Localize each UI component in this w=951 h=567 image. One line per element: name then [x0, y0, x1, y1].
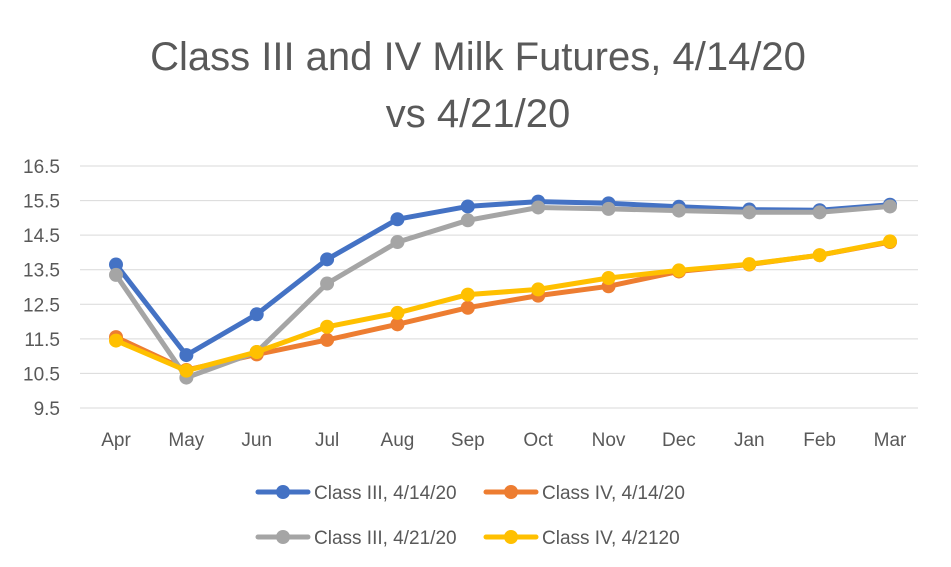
legend-label: Class IV, 4/2120 — [542, 528, 680, 549]
series-4 — [109, 234, 897, 378]
y-tick-label: 9.5 — [34, 399, 60, 420]
y-tick-label: 14.5 — [23, 226, 60, 247]
data-point — [812, 248, 827, 263]
x-tick-label: Feb — [803, 430, 836, 451]
data-point — [179, 363, 194, 378]
legend-label: Class IV, 4/14/20 — [542, 483, 685, 504]
data-point — [320, 252, 335, 267]
data-point — [812, 205, 827, 220]
chart-title-line-1: Class III and IV Milk Futures, 4/14/20 — [150, 35, 806, 79]
data-point — [390, 212, 405, 227]
data-point — [249, 344, 264, 359]
series-1 — [109, 194, 897, 363]
data-point — [883, 199, 897, 214]
x-tick-label: Sep — [451, 430, 485, 451]
series-line — [113, 199, 893, 358]
data-point — [531, 200, 546, 215]
data-point — [460, 300, 475, 315]
y-tick-label: 11.5 — [24, 330, 60, 351]
chart-title-line-2: vs 4/21/20 — [386, 92, 571, 136]
x-tick-label: Jan — [734, 430, 765, 451]
legend-marker — [276, 530, 290, 544]
legend: Class III, 4/14/20 Class IV, 4/14/20 Class… — [255, 483, 685, 549]
legend-label: Class III, 4/14/20 — [314, 483, 457, 504]
data-point — [531, 282, 546, 297]
y-axis-tick-labels: 9.5 10.5 11.5 12.5 13.5 14.5 15.5 16.5 — [23, 157, 60, 420]
data-point — [179, 348, 194, 363]
series-line — [113, 238, 893, 374]
x-tick-label: Mar — [874, 430, 907, 451]
data-series — [109, 194, 897, 385]
legend-item: Class III, 4/14/20 — [255, 483, 457, 504]
x-tick-label: Jul — [315, 430, 339, 451]
data-point — [390, 317, 405, 332]
x-tick-label: Aug — [381, 430, 415, 451]
data-point — [320, 319, 335, 334]
y-tick-label: 13.5 — [23, 261, 60, 282]
x-tick-label: Nov — [592, 430, 626, 451]
data-point — [460, 213, 475, 228]
legend-item: Class III, 4/21/20 — [255, 528, 457, 549]
data-point — [460, 287, 475, 302]
data-point — [109, 333, 123, 348]
series-2 — [109, 235, 897, 377]
data-point — [109, 267, 123, 282]
data-point — [671, 263, 686, 278]
y-tick-label: 16.5 — [23, 157, 60, 178]
legend-marker — [504, 530, 518, 544]
x-tick-label: Dec — [662, 430, 696, 451]
data-point — [601, 271, 616, 286]
data-point — [883, 234, 897, 249]
data-point — [671, 203, 686, 218]
legend-marker — [504, 485, 518, 499]
data-point — [390, 305, 405, 320]
y-tick-label: 12.5 — [23, 295, 60, 316]
legend-item: Class IV, 4/14/20 — [483, 483, 685, 504]
data-point — [249, 307, 264, 322]
legend-label: Class III, 4/21/20 — [314, 528, 457, 549]
data-point — [109, 257, 123, 272]
y-tick-label: 10.5 — [23, 364, 60, 385]
data-point — [320, 332, 335, 347]
legend-marker — [276, 485, 290, 499]
x-tick-label: Jun — [241, 430, 272, 451]
data-point — [742, 257, 757, 272]
x-tick-label: May — [168, 430, 204, 451]
x-axis-tick-labels: Apr May Jun Jul Aug Sep Oct Nov Dec Jan Feb Mar — [101, 430, 907, 451]
data-point — [742, 205, 757, 220]
data-point — [460, 199, 475, 214]
legend-item: Class IV, 4/2120 — [483, 528, 680, 549]
y-tick-label: 15.5 — [23, 192, 60, 213]
x-tick-label: Apr — [101, 430, 131, 451]
gridlines — [80, 165, 918, 409]
data-point — [390, 235, 405, 250]
data-point — [320, 276, 335, 291]
data-point — [601, 201, 616, 216]
chart-title: Class III and IV Milk Futures, 4/14/20 v… — [150, 35, 806, 136]
x-tick-label: Oct — [523, 430, 553, 451]
